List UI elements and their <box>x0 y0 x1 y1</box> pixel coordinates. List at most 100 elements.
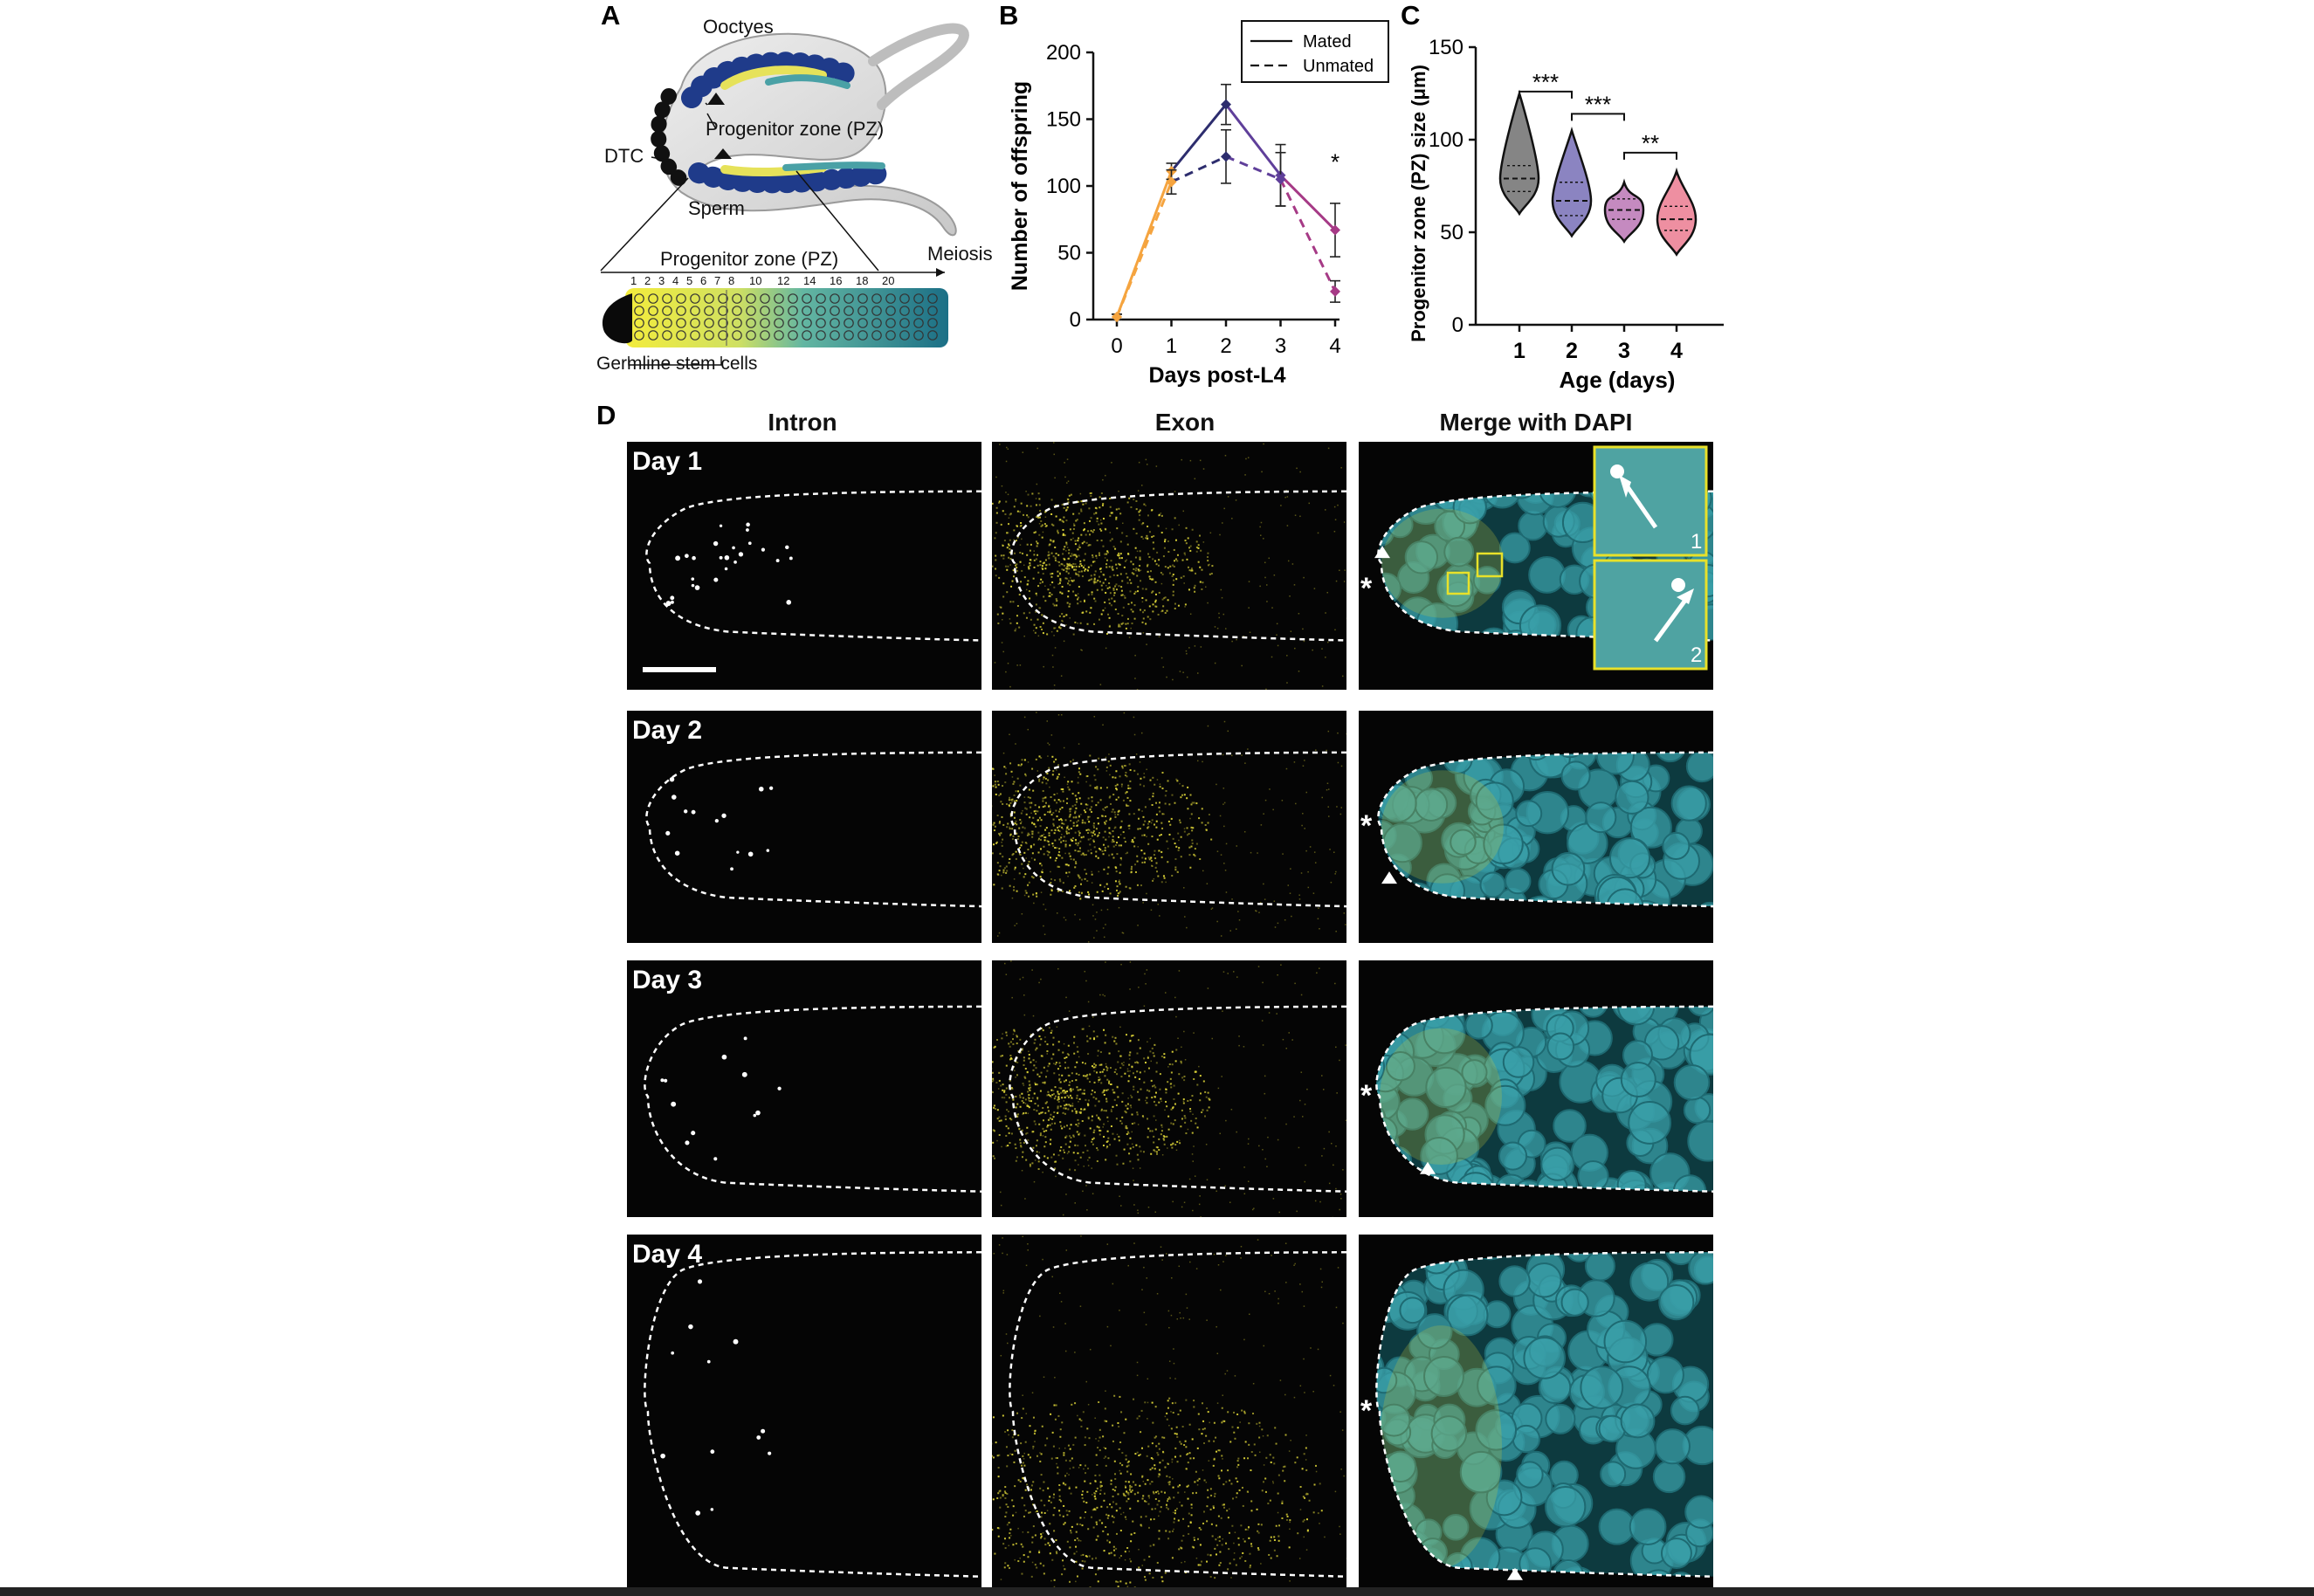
exon-dot <box>1105 553 1108 555</box>
exon-dot <box>1008 556 1010 559</box>
nucleus <box>1513 752 1555 757</box>
exon-dot <box>1156 870 1159 873</box>
exon-dot <box>1064 546 1066 548</box>
exon-dot <box>1118 891 1120 894</box>
exon-dot <box>993 822 995 824</box>
exon-dot <box>1273 1536 1276 1538</box>
exon-dot <box>1084 569 1086 572</box>
exon-dot <box>1069 1089 1071 1091</box>
exon-dot <box>1049 811 1051 814</box>
exon-dot <box>1160 1506 1162 1509</box>
exon-dot <box>1005 1134 1008 1137</box>
exon-dot <box>1019 822 1022 825</box>
exon-dot <box>1058 1495 1061 1497</box>
exon-dot <box>992 1071 994 1074</box>
nucleus <box>1415 918 1457 943</box>
exon-dot <box>1054 1095 1057 1097</box>
nucleus <box>1502 1046 1535 1078</box>
exon-dot <box>1183 1201 1186 1204</box>
exon-dot <box>1085 1075 1087 1077</box>
exon-dot <box>1115 583 1118 586</box>
exon-dot <box>1072 527 1075 530</box>
exon-dot <box>1009 1041 1012 1043</box>
exon-dot <box>1064 1107 1067 1110</box>
micrograph-row2-merge: * <box>1359 711 1713 943</box>
exon-dot <box>1049 1095 1051 1097</box>
exon-dot <box>1199 1075 1202 1077</box>
exon-dot <box>1182 1534 1185 1537</box>
exon-dot <box>1011 798 1014 801</box>
exon-dot <box>1061 592 1064 595</box>
legend-label: Unmated <box>1303 57 1374 76</box>
exon-dot <box>995 506 998 509</box>
exon-dot <box>1026 834 1029 836</box>
exon-dot <box>1070 1531 1072 1534</box>
exon-dot <box>1115 516 1118 519</box>
exon-dot <box>1024 1489 1027 1491</box>
exon-dot <box>1038 780 1041 782</box>
exon-dot <box>1118 507 1120 510</box>
exon-dot <box>1345 1044 1346 1046</box>
exon-dot <box>1026 1104 1029 1107</box>
exon-dot <box>1119 1472 1122 1475</box>
micrograph-row4-intron: Day 4 <box>627 1235 981 1589</box>
exon-dot <box>1036 516 1038 519</box>
exon-dot <box>1248 1526 1250 1529</box>
exon-dot <box>1149 1482 1152 1485</box>
exon-dot <box>1293 584 1296 586</box>
exon-dot <box>1217 1087 1220 1090</box>
exon-dot <box>1158 1101 1160 1104</box>
exon-dot <box>1076 1094 1078 1097</box>
exon-dot <box>1166 609 1168 612</box>
exon-dot <box>1147 843 1150 845</box>
exon-dot <box>1093 1070 1096 1072</box>
exon-dot <box>1126 1107 1129 1110</box>
exon-dot <box>993 1046 995 1049</box>
exon-dot <box>1071 565 1073 568</box>
exon-dot <box>1091 1065 1093 1068</box>
exon-dot <box>1091 800 1093 802</box>
exon-dot <box>1126 617 1129 620</box>
nucleus <box>1378 752 1399 755</box>
exon-dot <box>1054 1122 1057 1125</box>
exon-dot <box>1138 1454 1140 1456</box>
exon-dot <box>1087 891 1090 893</box>
exon-dot <box>1121 580 1124 582</box>
exon-dot <box>1197 547 1200 549</box>
exon-dot <box>1085 533 1087 536</box>
exon-dot <box>1238 1035 1240 1037</box>
exon-dot <box>1050 1122 1053 1125</box>
exon-dot <box>1097 579 1099 581</box>
dapi-nuclei <box>1378 752 1713 943</box>
nucleus <box>1376 1006 1397 1017</box>
exon-dot <box>1118 554 1120 557</box>
exon-dot <box>1072 513 1075 515</box>
exon-dot <box>1033 532 1036 534</box>
exon-dot <box>1117 796 1119 799</box>
exon-dot <box>1312 649 1313 651</box>
exon-dot <box>1042 797 1044 800</box>
nucleus <box>1536 1185 1579 1192</box>
exon-dot <box>1189 1110 1192 1112</box>
exon-dot <box>1023 994 1025 996</box>
exon-dot <box>1340 1198 1342 1200</box>
exon-dot <box>1273 900 1276 902</box>
exon-dot <box>1016 525 1019 527</box>
exon-dot <box>1190 826 1193 829</box>
exon-dot <box>1209 1098 1211 1101</box>
exon-dot <box>1047 755 1049 757</box>
exon-dot <box>1150 859 1153 862</box>
exon-dot <box>1133 1532 1136 1535</box>
exon-dot <box>1207 1489 1209 1491</box>
exon-dot <box>1160 1490 1163 1493</box>
pz-cell <box>690 330 700 341</box>
exon-dot <box>1217 1515 1220 1517</box>
exon-dot <box>1043 776 1045 779</box>
nucleus <box>1483 823 1524 865</box>
exon-dot <box>1200 1216 1202 1217</box>
exon-dot <box>1243 1457 1246 1460</box>
exon-dot <box>1105 1097 1108 1100</box>
exon-dot <box>1131 623 1133 625</box>
exon-dot <box>1078 1164 1079 1166</box>
nucleus <box>1507 960 1536 976</box>
